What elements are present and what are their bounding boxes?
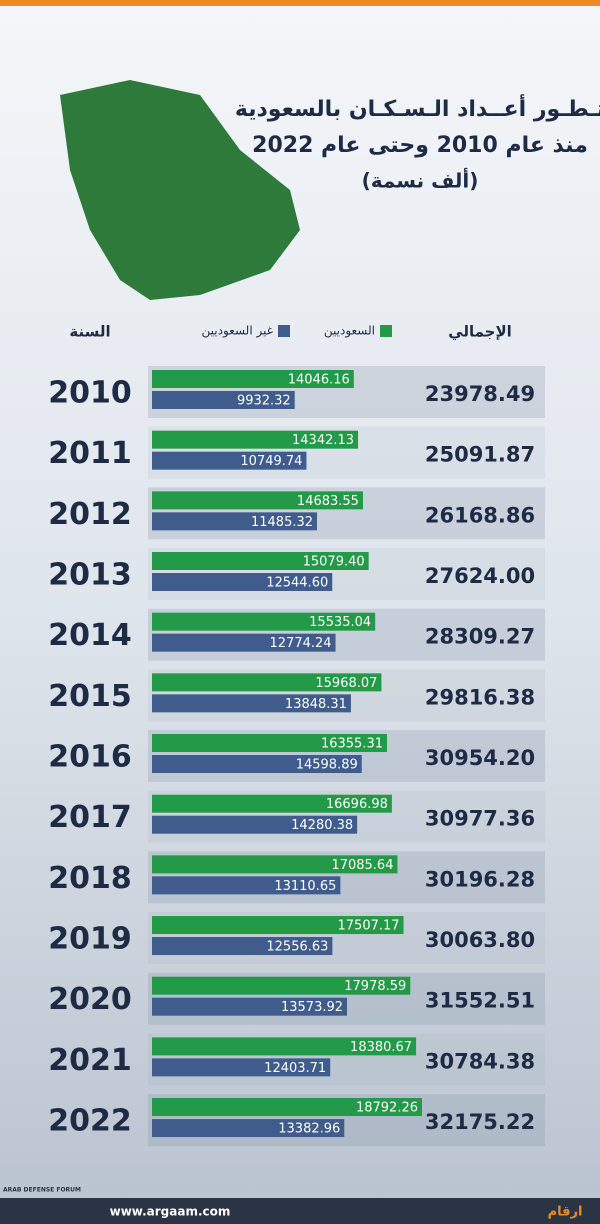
bar (152, 997, 348, 1016)
bar (152, 612, 376, 631)
year-label: 2012 (48, 497, 132, 532)
subtitle: منذ عام 2010 وحتى عام 2022 (252, 133, 588, 158)
total-value: 31552.51 (425, 989, 535, 1013)
total-value: 30063.80 (425, 928, 535, 952)
legend-label: غير السعوديين (202, 324, 273, 339)
year-label: 2019 (48, 922, 132, 957)
bar (152, 855, 398, 874)
year-label: 2016 (48, 740, 132, 775)
value-label: 11485.32 (251, 515, 313, 530)
value-label: 17507.17 (338, 919, 400, 934)
title: تـطـور أعــداد الـسـكـان بالسعودية (235, 93, 600, 122)
total-value: 29816.38 (425, 685, 535, 709)
bar (152, 512, 318, 531)
bar (152, 573, 333, 592)
legend-swatch (278, 325, 290, 337)
top-bar (0, 0, 600, 6)
total-header: الإجمالي (448, 323, 512, 341)
value-label: 13110.65 (274, 879, 336, 894)
bar (152, 1098, 422, 1117)
bar (152, 1058, 331, 1077)
total-value: 30954.20 (425, 746, 535, 770)
footer-logo: ارقام (548, 1205, 583, 1220)
value-label: 15535.04 (309, 615, 371, 630)
bar (152, 430, 359, 449)
bar (152, 391, 295, 409)
value-label: 13382.96 (278, 1122, 340, 1137)
value-label: 14280.38 (291, 818, 353, 833)
bar (152, 552, 369, 571)
category-header: السنة (69, 323, 110, 341)
bar (152, 937, 333, 956)
watermark: ARAB DEFENSE FORUM (3, 1187, 81, 1194)
year-label: 2021 (48, 1043, 132, 1078)
footer-url: www.argaam.com (110, 1205, 231, 1219)
value-label: 14046.16 (288, 373, 350, 388)
value-label: 9932.32 (237, 394, 291, 409)
bar (152, 976, 411, 995)
year-label: 2010 (48, 376, 132, 411)
value-label: 13573.92 (281, 1000, 343, 1015)
value-label: 14683.55 (297, 494, 359, 509)
value-label: 16355.31 (321, 737, 383, 752)
bar (152, 916, 404, 935)
bar (152, 815, 358, 834)
value-label: 12556.63 (266, 940, 328, 955)
year-label: 2015 (48, 679, 132, 714)
total-value: 28309.27 (425, 625, 535, 649)
total-value: 25091.87 (425, 443, 535, 467)
value-label: 18380.67 (350, 1040, 412, 1055)
total-value: 30784.38 (425, 1049, 535, 1073)
total-value: 23978.49 (425, 382, 535, 406)
year-label: 2022 (48, 1104, 132, 1139)
footer-bar (0, 1198, 600, 1224)
value-label: 10749.74 (240, 454, 302, 469)
bar (152, 734, 387, 753)
year-label: 2013 (48, 558, 132, 593)
legend-label: السعوديين (324, 324, 375, 339)
year-label: 2020 (48, 982, 132, 1017)
bar (152, 1037, 417, 1056)
year-label: 2017 (48, 800, 132, 835)
bar (152, 755, 362, 774)
value-label: 12774.24 (270, 636, 332, 651)
value-label: 14598.89 (296, 758, 358, 773)
bar (152, 633, 336, 652)
value-label: 12544.60 (266, 576, 328, 591)
year-label: 2018 (48, 861, 132, 896)
value-label: 17978.59 (344, 979, 406, 994)
unit-note: (ألف نسمة) (362, 167, 479, 193)
bar (152, 673, 382, 692)
total-value: 30977.36 (425, 807, 535, 831)
value-label: 15079.40 (303, 555, 365, 570)
legend-swatch (380, 325, 392, 337)
bar (152, 876, 341, 895)
total-value: 30196.28 (425, 867, 535, 891)
bar (152, 451, 307, 470)
value-label: 16696.98 (326, 797, 388, 812)
map (60, 80, 300, 300)
year-label: 2011 (48, 436, 132, 471)
value-label: 13848.31 (285, 697, 347, 712)
bar (152, 491, 363, 510)
value-label: 14342.13 (292, 433, 354, 448)
value-label: 12403.71 (264, 1061, 326, 1076)
total-value: 26168.86 (425, 503, 535, 527)
bar (152, 694, 351, 713)
total-value: 27624.00 (425, 564, 535, 588)
value-label: 17085.64 (331, 858, 393, 873)
bar (152, 794, 392, 813)
year-label: 2014 (48, 618, 132, 653)
bar (152, 370, 354, 388)
bar (152, 1119, 345, 1138)
total-value: 32175.22 (425, 1110, 535, 1134)
value-label: 15968.07 (315, 676, 377, 691)
value-label: 18792.26 (356, 1101, 418, 1116)
